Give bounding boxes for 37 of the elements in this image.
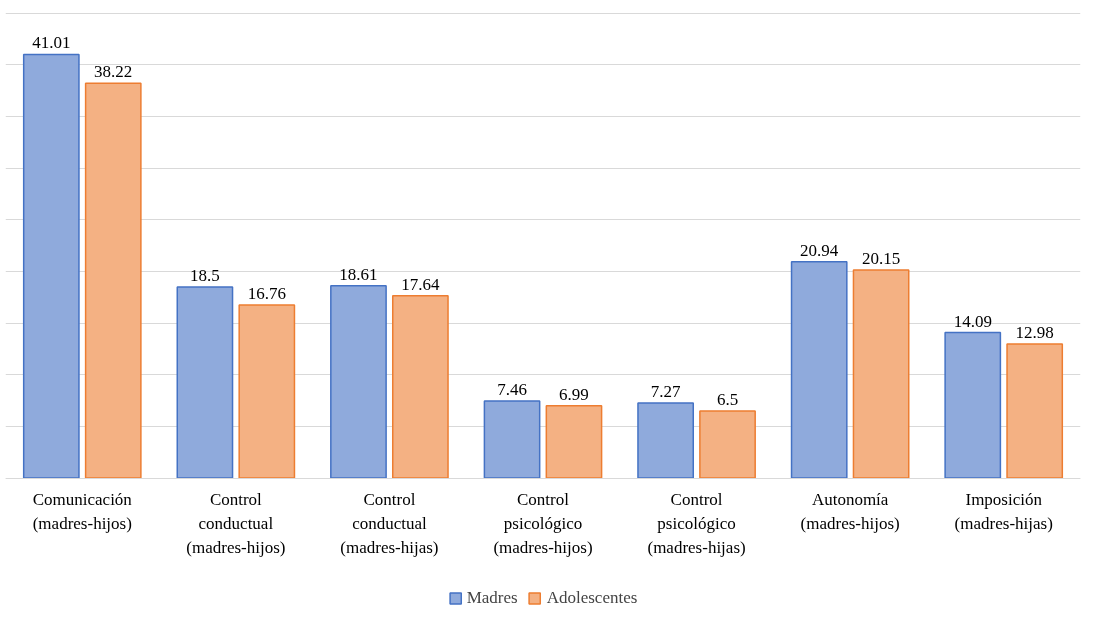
data-label: 12.98 — [1015, 322, 1054, 342]
bar — [176, 286, 234, 479]
data-label: 18.61 — [339, 264, 378, 284]
data-label: 38.22 — [94, 62, 133, 82]
data-label: 20.94 — [800, 240, 839, 260]
x-tick-label: Imposición (madres-hijas) — [954, 490, 1053, 533]
bar — [944, 331, 1002, 479]
bar — [238, 304, 296, 479]
data-label: 7.46 — [497, 380, 527, 399]
bar — [330, 285, 387, 479]
legend-label: Adolescentes — [546, 588, 638, 608]
bar — [1006, 343, 1064, 479]
data-label: 18.5 — [190, 265, 220, 285]
bar — [699, 410, 756, 479]
bar — [483, 400, 541, 479]
data-label: 20.15 — [861, 248, 901, 268]
data-label: 14.09 — [953, 311, 992, 331]
x-tick-label: Control psicológico (madres-hijos) — [493, 490, 593, 557]
bar — [852, 269, 910, 479]
x-tick-label: Comunicación (madres-hijos) — [32, 490, 133, 533]
data-label: 17.64 — [401, 274, 441, 294]
x-tick-label: Control psicológico (madres-hijas) — [647, 490, 746, 557]
data-label: 7.27 — [650, 381, 681, 401]
x-tick-label: Control conductual (madres-hijas) — [340, 490, 439, 557]
bar — [84, 82, 142, 479]
data-label: 6.99 — [559, 384, 589, 404]
x-tick-label: Autonomía (madres-hijos) — [800, 490, 900, 533]
x-tick-label: Control conductual (madres-hijos) — [186, 490, 286, 557]
data-label: 41.01 — [32, 33, 71, 53]
data-label: 16.76 — [247, 283, 286, 303]
bar — [790, 261, 848, 479]
bar — [392, 295, 449, 479]
legend-label: Madres — [466, 588, 518, 608]
bar — [637, 402, 694, 479]
bar — [545, 405, 603, 479]
bar — [22, 53, 80, 479]
data-label: 6.5 — [716, 389, 739, 409]
